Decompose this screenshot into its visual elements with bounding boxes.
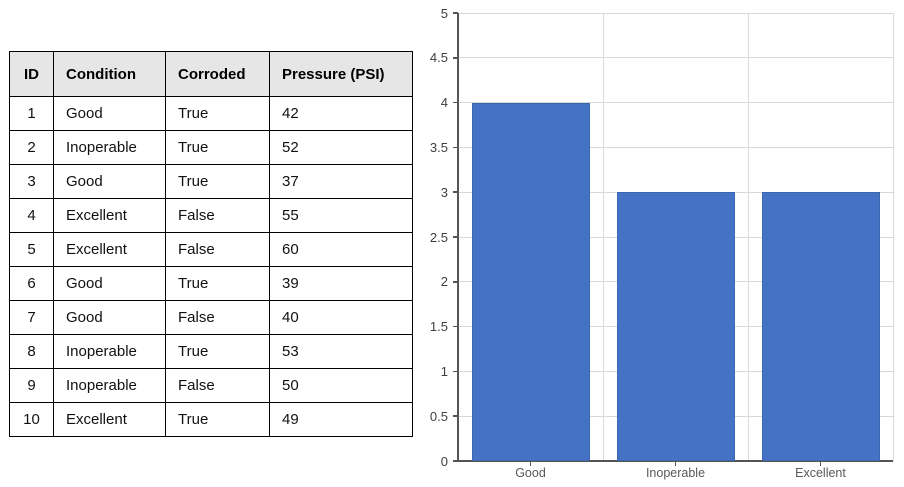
table-row-8: 8 Inoperable True 53: [9, 334, 413, 369]
cell-corroded-row8: True: [165, 334, 270, 369]
cell-condition-row3: Good: [53, 164, 166, 199]
y-axis-label-2-5: 2.5: [429, 229, 448, 245]
cell-pressure-psi-row3: 37: [269, 164, 413, 199]
cell-condition-row8: Inoperable: [53, 334, 166, 369]
cell-condition-row1: Good: [53, 96, 166, 131]
cell-pressure-psi-row9: 50: [269, 368, 413, 403]
y-axis-tick: [453, 370, 458, 373]
cell-id-row2: 2: [9, 130, 54, 165]
y-axis-label-2: 2: [440, 274, 448, 290]
cell-corroded-row5: False: [165, 232, 270, 267]
table-row-2: 2 Inoperable True 52: [9, 130, 413, 165]
cell-id-row1: 1: [9, 96, 54, 131]
cell-pressure-psi-row7: 40: [269, 300, 413, 335]
y-axis-tick: [453, 325, 458, 328]
y-axis-tick: [453, 281, 458, 283]
y-axis-tick: [453, 12, 458, 14]
y-axis-tick: [453, 460, 458, 462]
column-header-id: ID: [9, 51, 54, 97]
table-row-9: 9 Inoperable False 50: [9, 368, 413, 403]
gridline-vertical: [602, 13, 604, 461]
cell-pressure-psi-row1: 42: [269, 96, 413, 131]
column-header-pressure-psi: Pressure (PSI): [269, 51, 413, 97]
column-header-corroded: Corroded: [165, 51, 270, 97]
cell-pressure-psi-row8: 53: [269, 334, 413, 369]
x-axis-tick-inoperable: [674, 461, 677, 466]
cell-corroded-row3: True: [165, 164, 270, 199]
table-row-3: 3 Good True 37: [9, 164, 413, 199]
cell-corroded-row7: False: [165, 300, 270, 335]
gridline-horizontal: [458, 57, 893, 59]
cell-condition-row7: Good: [53, 300, 166, 335]
cell-corroded-row2: True: [165, 130, 270, 165]
table-header: ID Condition Corroded Pressure (PSI): [9, 51, 413, 97]
table-row-4: 4 Excellent False 55: [9, 198, 413, 233]
cell-condition-row6: Good: [53, 266, 166, 301]
y-axis-label-1-5: 1.5: [429, 319, 448, 335]
cell-corroded-row4: False: [165, 198, 270, 233]
cell-condition-row10: Excellent: [53, 402, 166, 437]
gridline-horizontal: [458, 146, 893, 148]
table-row-7: 7 Good False 40: [9, 300, 413, 335]
cell-pressure-psi-row5: 60: [269, 232, 413, 267]
condition-bar-chart: 0 0.5 1 1.5 2 2.5 3 3.5 4 4.5 5 Good Inoperable Excel…: [430, 0, 904, 487]
table-row-10: 10 Excellent True 49: [9, 402, 413, 437]
cell-corroded-row1: True: [165, 96, 270, 131]
y-axis-tick: [453, 191, 458, 193]
y-axis-label-4: 4: [440, 95, 448, 111]
pipe-data-table: ID Condition Corroded Pressure (PSI) 1 Good T…: [9, 51, 413, 437]
cell-corroded-row9: False: [165, 368, 270, 403]
cell-condition-row4: Excellent: [53, 198, 166, 233]
y-axis-label-5: 5: [440, 5, 448, 21]
x-axis-tick-good: [529, 461, 532, 466]
gridline-vertical: [747, 13, 749, 461]
bar-good: [471, 102, 590, 461]
cell-id-row3: 3: [9, 164, 54, 199]
x-axis-label-inoperable: Inoperable: [645, 466, 706, 480]
y-axis-tick: [453, 57, 458, 59]
table-header-row: ID Condition Corroded Pressure (PSI): [9, 51, 413, 97]
y-axis-line: [457, 13, 459, 462]
column-header-condition: Condition: [53, 51, 166, 97]
y-axis-tick: [453, 146, 458, 149]
gridline-vertical: [892, 13, 894, 461]
cell-id-row4: 4: [9, 198, 54, 233]
cell-pressure-psi-row4: 55: [269, 198, 413, 233]
cell-id-row7: 7: [9, 300, 54, 335]
table-row-6: 6 Good True 39: [9, 266, 413, 301]
bar-excellent: [761, 192, 880, 461]
gridline-horizontal: [458, 12, 893, 14]
cell-id-row10: 10: [9, 402, 54, 437]
cell-id-row9: 9: [9, 368, 54, 403]
y-axis-label-1: 1: [440, 363, 448, 379]
table-row-5: 5 Excellent False 60: [9, 232, 413, 267]
cell-id-row5: 5: [9, 232, 54, 267]
bar-inoperable: [616, 192, 735, 461]
x-axis-label-good: Good: [515, 466, 546, 480]
cell-pressure-psi-row6: 39: [269, 266, 413, 301]
gridline-horizontal: [458, 102, 893, 104]
cell-condition-row9: Inoperable: [53, 368, 166, 403]
x-axis-tick-excellent: [819, 461, 822, 466]
y-axis-label-4-5: 4.5: [429, 50, 448, 66]
y-axis-label-3: 3: [440, 184, 448, 200]
y-axis-tick: [453, 415, 458, 417]
x-axis-label-excellent: Excellent: [795, 466, 846, 480]
cell-condition-row5: Excellent: [53, 232, 166, 267]
cell-condition-row2: Inoperable: [53, 130, 166, 165]
table-body: 1 Good True 42 2 Inoperable True 52 3 Good True 37 4…: [9, 96, 413, 437]
cell-id-row6: 6: [9, 266, 54, 301]
cell-corroded-row10: True: [165, 402, 270, 437]
cell-pressure-psi-row10: 49: [269, 402, 413, 437]
y-axis-label-0-5: 0.5: [429, 408, 448, 424]
cell-id-row8: 8: [9, 334, 54, 369]
cell-corroded-row6: True: [165, 266, 270, 301]
y-axis-label-3-5: 3.5: [429, 139, 448, 155]
table-row-1: 1 Good True 42: [9, 96, 413, 131]
cell-pressure-psi-row2: 52: [269, 130, 413, 165]
y-axis-tick: [453, 101, 458, 104]
y-axis-label-0: 0: [440, 453, 448, 469]
y-axis-tick: [453, 236, 458, 238]
